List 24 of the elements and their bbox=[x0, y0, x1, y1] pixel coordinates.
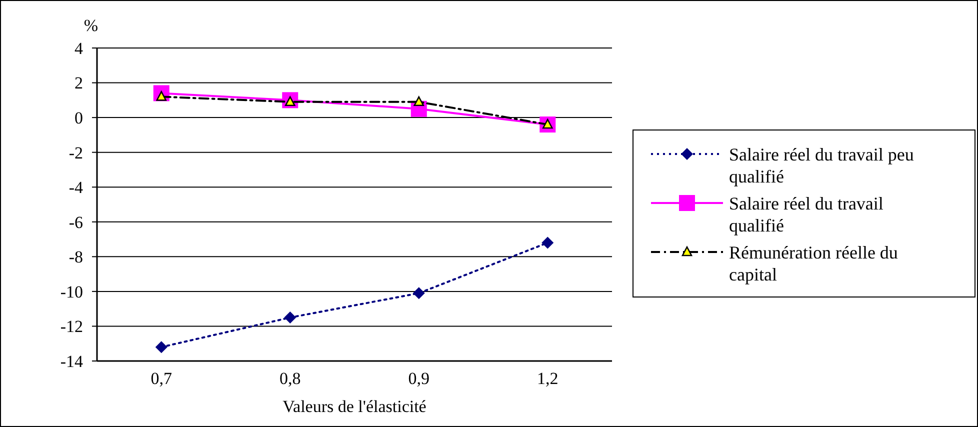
y-tick-label: -14 bbox=[60, 352, 84, 371]
y-tick-label: -4 bbox=[68, 178, 84, 198]
x-tick-label: 0,8 bbox=[280, 369, 301, 388]
y-tick-label: -2 bbox=[68, 143, 83, 162]
y-tick-label: 0 bbox=[74, 108, 83, 128]
legend-label: Salaire réel du travail peu qualifié bbox=[729, 144, 914, 186]
legend-label: Rémunération réelle du capital bbox=[729, 242, 898, 284]
point bbox=[412, 287, 425, 300]
point bbox=[155, 341, 168, 354]
x-tick-label: 1,2 bbox=[537, 369, 558, 388]
y-tick-label: 4 bbox=[74, 38, 84, 58]
y-tick-label: -12 bbox=[60, 317, 83, 336]
y-tick-label: -8 bbox=[68, 248, 83, 267]
y-tick-label: -6 bbox=[68, 212, 83, 232]
point bbox=[542, 236, 554, 249]
x-axis-title: Valeurs de l'élasticité bbox=[282, 397, 426, 416]
y-tick-label: -10 bbox=[60, 282, 83, 302]
y-axis-title: % bbox=[84, 16, 98, 35]
point bbox=[414, 96, 424, 106]
x-tick-label: 0,7 bbox=[150, 369, 172, 388]
point bbox=[284, 312, 296, 324]
y-tick-label: 2 bbox=[74, 74, 83, 93]
legend-label: Salaire réel du travail qualifié bbox=[729, 193, 884, 236]
x-tick-label: 0,9 bbox=[408, 369, 430, 388]
